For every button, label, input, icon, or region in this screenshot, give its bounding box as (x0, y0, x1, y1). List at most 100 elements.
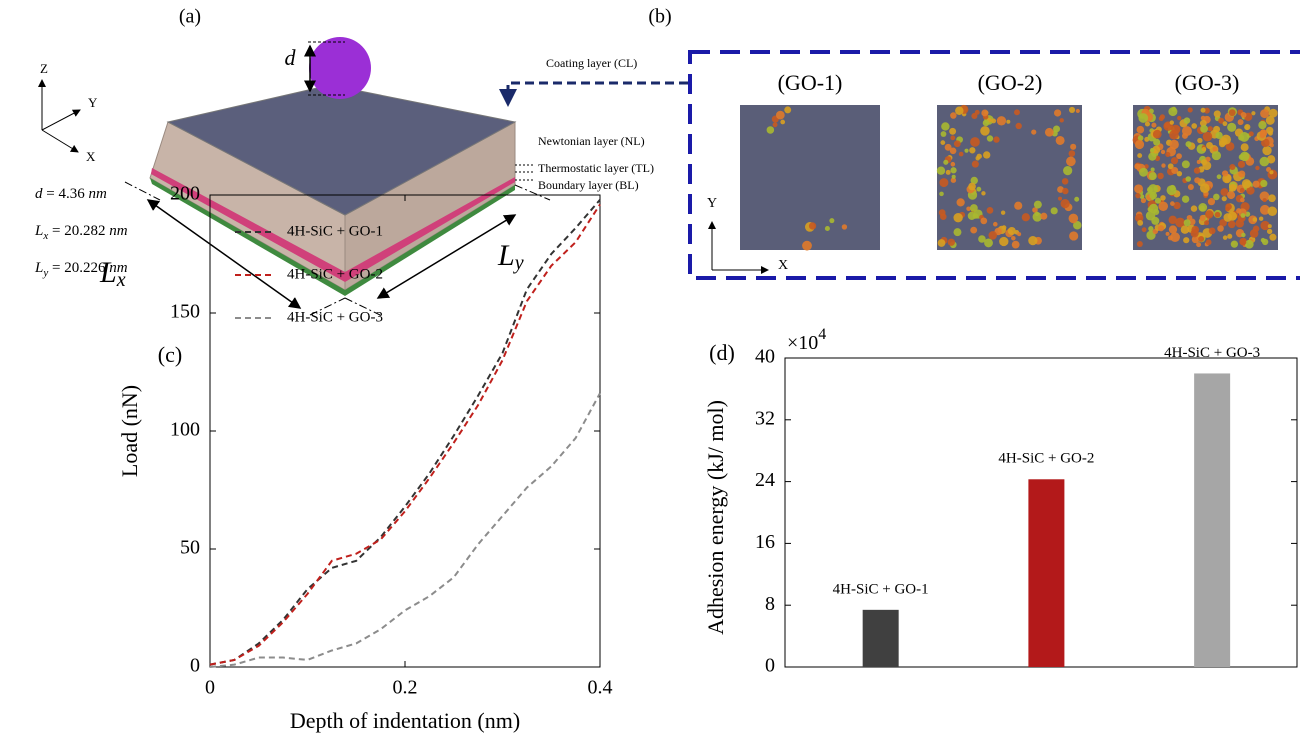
coating-cluster (969, 204, 978, 212)
slab-illustration (38, 37, 688, 316)
value: = 4.36 (43, 186, 89, 202)
coating-cluster (784, 106, 792, 114)
dim-line (309, 297, 346, 316)
panel-label: (c) (158, 342, 182, 367)
coating-cluster (802, 240, 812, 251)
coating-cluster (1032, 207, 1038, 213)
coating-cluster (1007, 227, 1016, 236)
y-tick-label: 200 (170, 183, 200, 205)
coating-cluster (829, 218, 835, 224)
coating-cluster (1261, 138, 1270, 148)
coating-cluster (1248, 131, 1254, 137)
bar-label: 4H-SiC + GO-1 (833, 581, 929, 597)
coating-cluster (1185, 141, 1192, 148)
coating-cluster (1160, 195, 1166, 201)
coating-cluster (1240, 197, 1245, 203)
coating-cluster (1145, 210, 1156, 221)
coating-cluster (1140, 197, 1147, 204)
decoration: L (99, 256, 117, 289)
coating-cluster (1259, 156, 1270, 167)
axis-letter: Z (40, 61, 48, 76)
coating-cluster (1028, 236, 1038, 246)
data-line (209, 203, 601, 666)
x-tick-label: 0 (205, 677, 215, 699)
coating-cluster (1227, 220, 1236, 229)
inset-frame (688, 50, 1300, 280)
coating-cluster (1135, 213, 1144, 223)
y-tick-label: 32 (755, 407, 775, 429)
coating-cluster (936, 166, 946, 175)
coating-cluster (1150, 167, 1155, 172)
coating-cluster (1134, 184, 1144, 194)
decoration: L (497, 239, 515, 272)
coating-cluster (1252, 225, 1260, 232)
y-tick-label: 40 (755, 346, 775, 368)
dimension: d = 4.36 nm (35, 186, 107, 202)
coating-cluster (1158, 201, 1169, 212)
ly-label: Ly (497, 239, 524, 274)
coating-cluster (1240, 213, 1246, 218)
coating-cluster (969, 147, 976, 154)
coating-cluster (1148, 203, 1159, 214)
coating-cluster (1177, 115, 1182, 121)
lx-label: Lx (99, 256, 126, 291)
coating-cluster (1186, 214, 1193, 221)
d-symbol: d (285, 45, 297, 70)
coating-cluster (1194, 177, 1201, 184)
coating-cluster (1000, 210, 1006, 215)
coating-cluster (1208, 227, 1216, 235)
coating-cluster (940, 140, 946, 145)
coating-cluster (1213, 193, 1220, 201)
coating-cluster (1011, 235, 1016, 241)
coating-cluster (1213, 125, 1221, 133)
multiplier-exp: 4 (818, 326, 826, 343)
y-tick-label: 8 (765, 593, 775, 615)
coating-cluster (1198, 235, 1205, 242)
inset-title: (GO-2) (978, 70, 1043, 95)
coating-cluster (808, 222, 817, 230)
coating-cluster (1225, 203, 1232, 211)
coating-cluster (1031, 129, 1037, 135)
axis-letter: Y (707, 196, 717, 211)
coating-cluster (1034, 211, 1040, 217)
coating-cluster (1252, 217, 1258, 222)
coating-cluster (1198, 203, 1208, 212)
coating-cluster (1228, 109, 1236, 117)
coating-cluster (1171, 106, 1177, 112)
coating-cluster (1176, 171, 1183, 177)
coating-cluster (1138, 113, 1149, 123)
coating-cluster (1269, 233, 1277, 241)
dim-arrow (376, 214, 517, 299)
coating-cluster (1205, 239, 1212, 246)
subscript: x (42, 230, 48, 242)
coating-cluster (1137, 135, 1144, 141)
axis-letter: X (778, 258, 788, 273)
coating-cluster (1183, 219, 1191, 227)
coating-cluster (1268, 108, 1278, 118)
coating-cluster (772, 122, 778, 128)
coating-cluster (1199, 183, 1210, 194)
coating-cluster (964, 148, 969, 153)
y-multiplier: ×104 (787, 326, 826, 354)
coating-cluster (1149, 191, 1158, 200)
coating-cluster (1070, 143, 1077, 150)
coating-cluster (1240, 239, 1247, 246)
coating-cluster (937, 239, 946, 247)
coating-cluster (1237, 160, 1246, 168)
dimension: Lx = 20.282 nm (34, 223, 128, 241)
coating-cluster (1222, 121, 1228, 127)
coating-cluster (991, 118, 997, 124)
legend-label: 4H-SiC + GO-2 (287, 266, 383, 282)
coating-cluster (1260, 109, 1270, 119)
y-tick-label: 16 (755, 531, 775, 553)
coating-cluster (999, 236, 1009, 247)
coating-cluster (1068, 106, 1076, 114)
coating-cluster (947, 238, 956, 246)
coating-cluster (1021, 213, 1030, 222)
coating-cluster (982, 119, 990, 127)
coating-cluster (993, 136, 1000, 143)
coating-cluster (1259, 129, 1268, 137)
coating-cluster (1170, 232, 1180, 243)
